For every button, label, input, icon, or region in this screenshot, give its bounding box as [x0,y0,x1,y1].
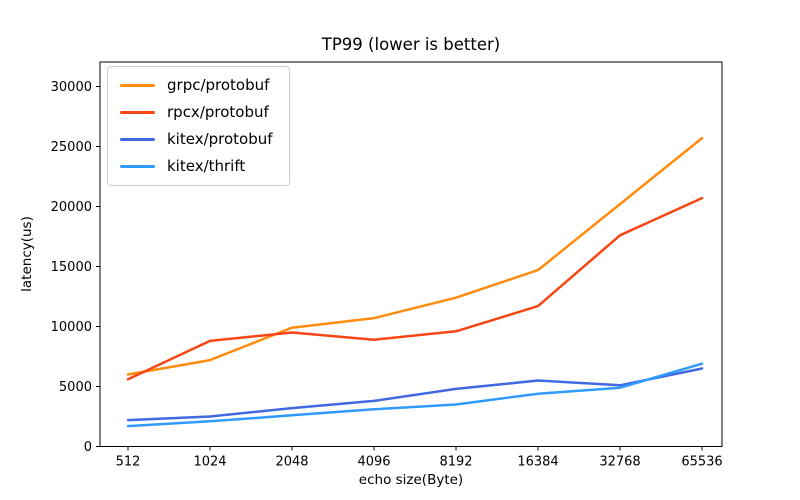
series-line-grpc-protobuf [126,136,704,376]
series-line-kitex-thrift [126,362,704,428]
series-line-rpcx-protobuf [126,196,704,381]
y-tick-label: 0 [84,440,92,455]
series-lines [126,136,704,428]
legend-label: grpc/protobuf [167,76,270,94]
y-tick-label: 30000 [51,80,92,95]
y-tick-label: 25000 [51,140,92,155]
legend: grpc/protobuf rpcx/protobuf kitex/protobuf… [107,66,290,186]
x-tick-label: 512 [116,455,141,470]
legend-item-kitex-thrift: kitex/thrift [120,157,273,176]
y-tick-label: 20000 [51,200,92,215]
legend-item-grpc-protobuf: grpc/protobuf [120,76,273,95]
legend-label: kitex/thrift [167,157,246,175]
legend-item-rpcx-protobuf: rpcx/protobuf [120,103,273,122]
y-tick-label: 10000 [51,320,92,335]
legend-line-swatch [120,111,155,114]
axes: 0 5000 10000 15000 20000 25000 30000 512 1024 204… [51,61,723,470]
y-tick-label: 15000 [51,260,92,275]
legend-label: kitex/protobuf [167,130,273,148]
x-tick-label: 65536 [681,455,722,470]
plot-spines [99,61,723,447]
x-axis-label: echo size(Byte) [359,472,463,488]
x-tick-label: 2048 [275,455,308,470]
x-tick-label: 32768 [599,455,640,470]
legend-line-swatch [120,165,155,168]
legend-label: rpcx/protobuf [167,103,269,121]
legend-item-kitex-protobuf: kitex/protobuf [120,130,273,149]
series-line-kitex-protobuf [126,367,704,422]
y-axis-label: latency(us) [19,216,35,292]
x-tick-label: 8192 [439,455,472,470]
x-tick-label: 4096 [357,455,390,470]
x-tick-label: 16384 [517,455,558,470]
y-tick-label: 5000 [59,380,92,395]
chart-title: TP99 (lower is better) [321,35,500,54]
legend-line-swatch [120,84,155,87]
x-tick-label: 1024 [193,455,226,470]
legend-line-swatch [120,138,155,141]
